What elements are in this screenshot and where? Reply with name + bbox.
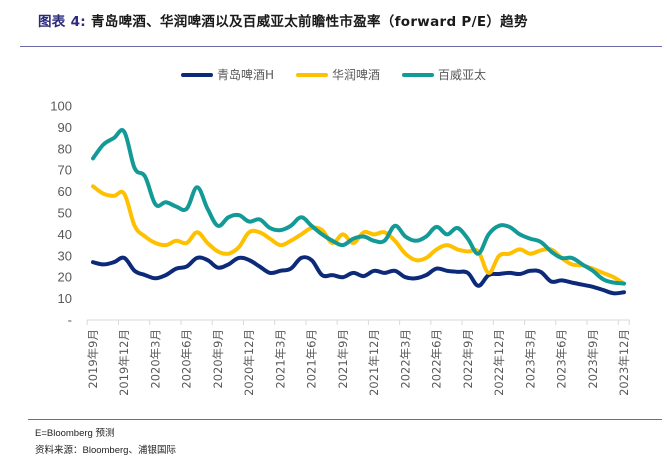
legend-item-budweiser-apac: 百威亚太 (402, 66, 486, 83)
y-tick-label: 100 (50, 99, 72, 114)
legend-item-tsingtao: 青岛啤酒H (180, 66, 274, 83)
series-line-budweiser-apac (91, 128, 626, 286)
forecast-note: E=Bloomberg 预测 (35, 428, 115, 439)
legend-label-budweiser-apac: 百威亚太 (438, 68, 487, 82)
y-tick-label: 90 (58, 120, 72, 135)
legend-item-cr-beer: 华润啤酒 (296, 66, 380, 83)
y-tick-label: 40 (58, 227, 72, 242)
figure-title: 青岛啤酒、华润啤酒以及百威亚太前瞻性市盈率（forward P/E）趋势 (91, 14, 528, 30)
x-tick-label: 2022年9月 (461, 329, 475, 389)
x-tick-label: 2022年6月 (430, 329, 444, 389)
legend-swatch-cr-beer (296, 72, 328, 77)
series-lines (91, 128, 626, 296)
x-tick-label: 2023年12月 (617, 329, 631, 396)
x-tick-label: 2020年3月 (148, 329, 162, 389)
x-tick-label: 2022年12月 (492, 329, 506, 396)
legend: 青岛啤酒H 华润啤酒 百威亚太 (0, 66, 667, 83)
x-tick-label: 2020年6月 (180, 329, 194, 389)
title-divider (20, 46, 662, 47)
legend-swatch-budweiser-apac (402, 72, 435, 77)
y-tick-label: 30 (58, 248, 72, 263)
legend-swatch-tsingtao (180, 72, 213, 77)
x-tick-label: 2021年12月 (367, 329, 381, 396)
footer-divider (28, 419, 662, 420)
y-tick-label: 10 (58, 291, 72, 306)
x-tick-label: 2023年9月 (586, 329, 600, 389)
chart-title: 图表 4: 青岛啤酒、华润啤酒以及百威亚太前瞻性市盈率（forward P/E）… (38, 10, 528, 30)
figure-label: 图表 4: (38, 14, 86, 30)
x-tick-label: 2020年12月 (242, 329, 256, 396)
x-tick-label: 2023年6月 (555, 329, 569, 389)
x-tick-label: 2019年12月 (117, 329, 131, 396)
x-tick-label: 2021年9月 (336, 329, 350, 389)
source-note: 资料来源：Bloomberg、浦银国际 (35, 445, 176, 456)
x-tick-label: 2023年3月 (523, 329, 537, 389)
x-tick-label: 2021年6月 (305, 329, 319, 389)
legend-label-cr-beer: 华润啤酒 (332, 68, 381, 82)
x-tick-label: 2022年3月 (398, 329, 412, 389)
y-tick-label: 50 (58, 206, 72, 221)
y-axis: - 10 20 30 40 50 60 70 80 90 100 (50, 99, 72, 328)
y-tick-label: 20 (58, 270, 72, 285)
x-tick-label: 2021年3月 (273, 329, 287, 389)
y-tick-label: 70 (58, 163, 72, 178)
y-tick-label: 80 (58, 141, 72, 156)
y-tick-label: 60 (58, 184, 72, 199)
series-line-tsingtao-h (91, 255, 626, 296)
x-tick-label: 2019年9月 (86, 329, 100, 389)
x-tick-label: 2020年9月 (211, 329, 225, 389)
x-axis: 2019年9月 2019年12月 2020年3月 2020年6月 2020年9月 2020… (86, 319, 631, 396)
y-tick-label: - (68, 313, 72, 328)
legend-label-tsingtao: 青岛啤酒H (216, 68, 274, 82)
